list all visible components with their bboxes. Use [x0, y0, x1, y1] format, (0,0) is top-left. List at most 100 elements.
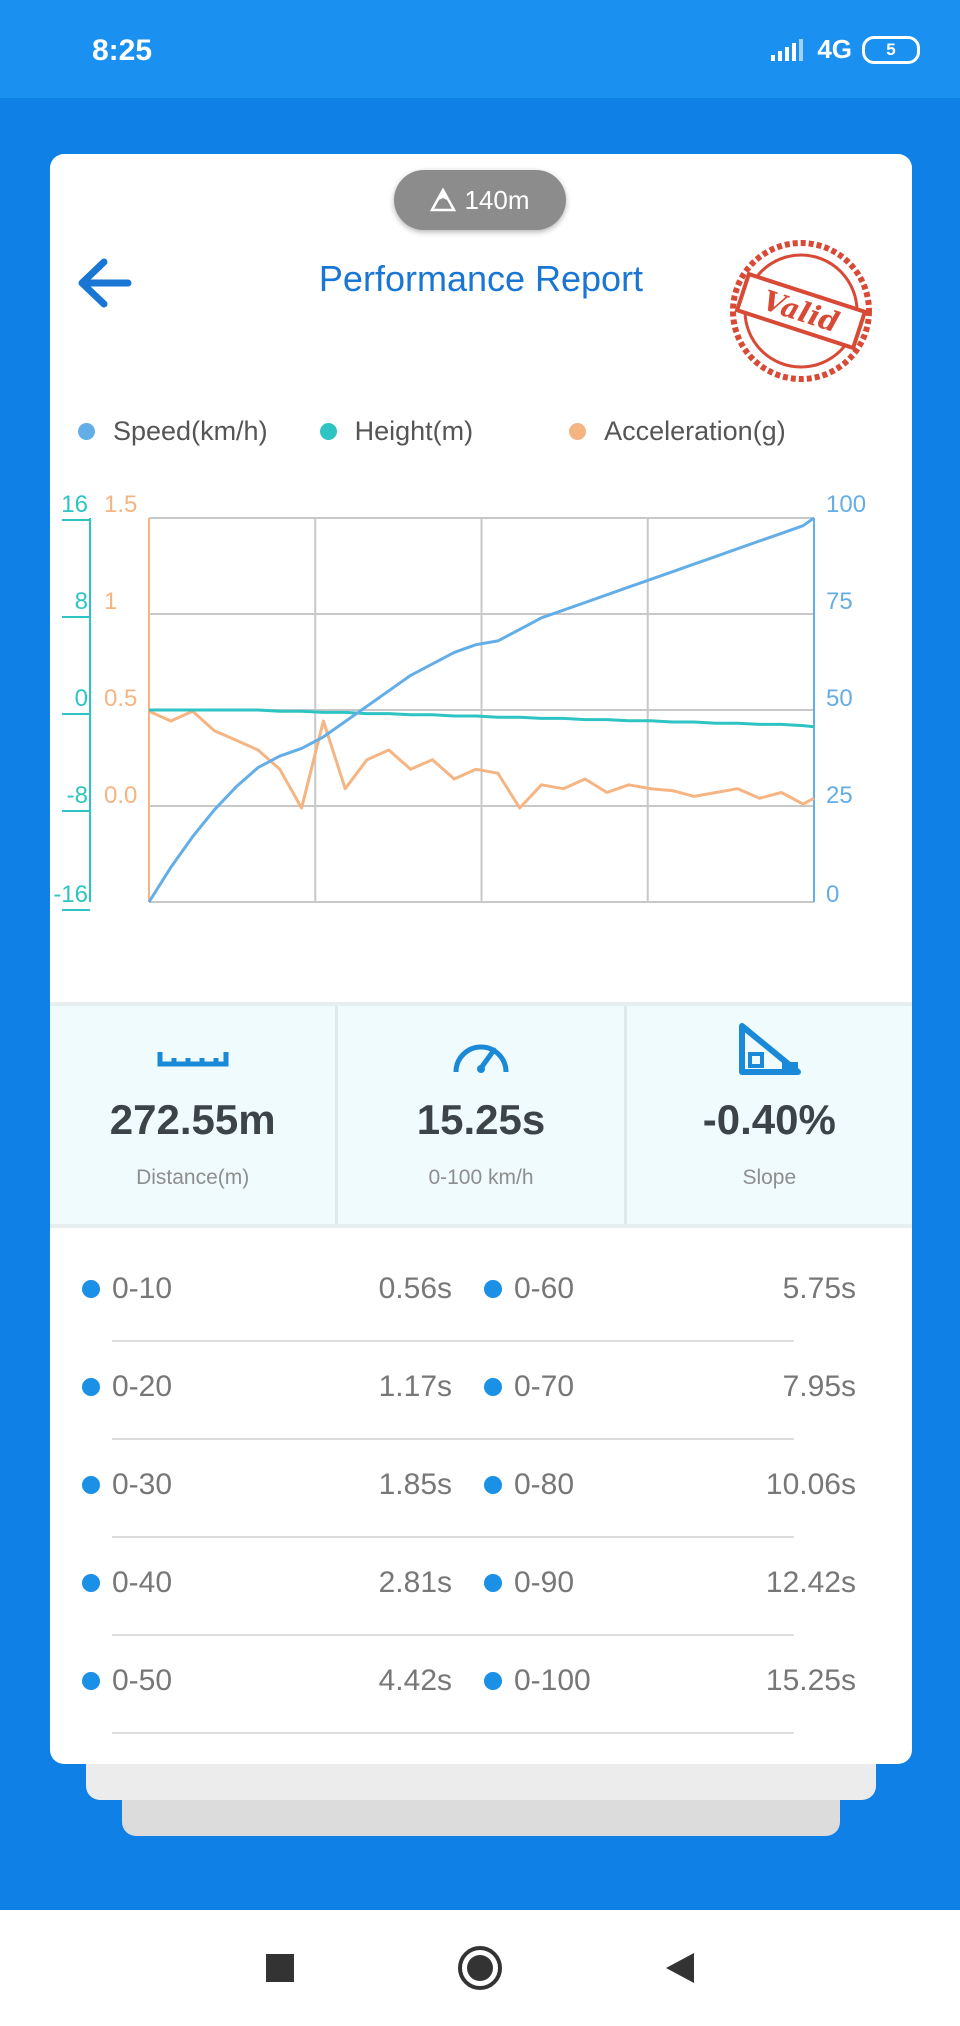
time-label-left: 0-10 [82, 1272, 172, 1306]
time-label-left: 0-30 [82, 1468, 172, 1502]
time-row: 0-30 1.85s 0-80 10.06s [50, 1440, 912, 1538]
circle-icon [458, 1946, 502, 1990]
legend-acceleration-label: Acceleration(g) [604, 416, 786, 446]
row-divider [112, 1438, 794, 1440]
stat-slope: -0.40% Slope [623, 1006, 912, 1224]
mountain-icon [430, 188, 457, 212]
speed-tick-label: 100 [826, 491, 866, 518]
altitude-value: 140m [464, 184, 530, 215]
time-value-left: 2.81s [378, 1566, 452, 1599]
row-divider [112, 1634, 794, 1636]
bullet-dot [484, 1672, 502, 1690]
acceleration-tick-label: 1.5 [104, 491, 137, 518]
bullet-dot [82, 1476, 100, 1494]
row-divider [112, 1536, 794, 1538]
legend-speed-label: Speed(km/h) [113, 416, 268, 446]
range-label: 0-100 [514, 1664, 591, 1697]
height-tick-label: 16 [61, 491, 88, 518]
bullet-dot [484, 1280, 502, 1298]
back-button[interactable] [652, 1940, 708, 1996]
legend-height-label: Height(m) [354, 416, 474, 446]
square-icon [266, 1954, 294, 1982]
time-row: 0-10 0.56s 0-60 5.75s [50, 1244, 912, 1342]
network-type: 4G [817, 34, 852, 64]
time-value-left: 0.56s [378, 1272, 452, 1305]
status-indicators: 4G 5 [769, 34, 920, 65]
range-label: 0-30 [112, 1468, 173, 1501]
back-arrow-icon[interactable] [68, 248, 144, 318]
slope-label: Slope [742, 1166, 797, 1189]
acceleration-tick-label: 0.5 [104, 685, 137, 712]
height-tick-label: -8 [67, 782, 88, 809]
time-value-right: 15.25s [765, 1664, 856, 1697]
distance-label: Distance(m) [136, 1166, 250, 1189]
range-label: 0-10 [112, 1272, 173, 1305]
height-series-line [149, 708, 815, 729]
time-value-right: 12.42s [765, 1566, 856, 1599]
report-card: 140m Performance Report Valid Speed(km/h… [50, 154, 912, 1764]
time-label-left: 0-20 [82, 1370, 172, 1404]
time-row: 0-40 2.81s 0-90 12.42s [50, 1538, 912, 1636]
time-label-left: 0-40 [82, 1566, 172, 1600]
page-title: Performance Report [318, 258, 644, 299]
distance-value: 272.55m [109, 1096, 276, 1143]
slope-value: -0.40% [702, 1096, 836, 1143]
speedometer-icon [453, 1044, 509, 1073]
legend-speed-dot [78, 423, 95, 440]
home-button[interactable] [452, 1940, 508, 1996]
height-tick-label: 0 [75, 685, 88, 712]
height-tick-label: -16 [53, 881, 88, 908]
chart-legend: Speed(km/h) Height(m) Acceleration(g) [78, 416, 908, 447]
zero-to-hundred-value: 15.25s [416, 1096, 546, 1143]
range-label: 0-40 [112, 1566, 173, 1599]
range-label: 0-80 [514, 1468, 575, 1501]
legend-acceleration-dot [569, 423, 587, 440]
signal-icon [771, 38, 804, 61]
range-label: 0-50 [112, 1664, 173, 1697]
battery-icon: 5 [862, 35, 920, 64]
time-label-right: 0-70 [484, 1370, 574, 1404]
speed-tick-label: 75 [826, 588, 853, 615]
stat-distance: 272.55m Distance(m) [50, 1006, 335, 1224]
bullet-dot [484, 1476, 502, 1494]
time-row: 0-50 4.42s 0-100 15.25s [50, 1636, 912, 1734]
bullet-dot [82, 1574, 100, 1592]
battery-level: 5 [886, 39, 896, 59]
speed-tick-label: 0 [826, 881, 839, 908]
acceleration-tick-label: 1 [104, 588, 117, 615]
bullet-dot [82, 1280, 100, 1298]
speed-tick-label: 50 [826, 685, 853, 712]
status-bar: 8:25 4G 5 [0, 0, 960, 98]
time-value-right: 7.95s [782, 1370, 856, 1403]
range-label: 0-60 [514, 1272, 575, 1305]
performance-chart: 16 8 0 -8 -16 1.5 1 0.5 0.0 100 75 50 25 0 [53, 491, 866, 911]
legend-height: Height(m) [319, 416, 474, 447]
navigation-bar [0, 1910, 960, 2026]
time-value-left: 1.85s [378, 1468, 452, 1501]
speed-series-line [147, 516, 815, 903]
bullet-dot [484, 1378, 502, 1396]
row-divider [112, 1340, 794, 1342]
time-label-left: 0-50 [82, 1664, 172, 1698]
range-label: 0-20 [112, 1370, 173, 1403]
zero-to-hundred-label: 0-100 km/h [428, 1166, 534, 1189]
legend-acceleration: Acceleration(g) [569, 416, 786, 447]
acceleration-series-line [148, 709, 815, 810]
time-label-right: 0-90 [484, 1566, 574, 1600]
bullet-dot [82, 1672, 100, 1690]
time-row: 0-20 1.17s 0-70 7.95s [50, 1342, 912, 1440]
speed-tick-label: 25 [826, 782, 853, 809]
acceleration-times-list: 0-10 0.56s 0-60 5.75s 0-20 1.17s 0-70 7.95s 0-30… [50, 1244, 912, 1734]
time-label-right: 0-80 [484, 1468, 574, 1502]
range-label: 0-70 [514, 1370, 575, 1403]
recents-button[interactable] [252, 1940, 308, 1996]
time-value-right: 10.06s [765, 1468, 856, 1501]
time-value-left: 1.17s [378, 1370, 452, 1403]
ruler-icon [157, 1052, 229, 1067]
bullet-dot [82, 1378, 100, 1396]
bullet-dot [484, 1574, 502, 1592]
altitude-pill: 140m [394, 170, 566, 230]
height-tick-label: 8 [75, 588, 88, 615]
legend-height-dot [319, 423, 337, 440]
stat-acceleration-time: 15.25s 0-100 km/h [335, 1006, 623, 1224]
